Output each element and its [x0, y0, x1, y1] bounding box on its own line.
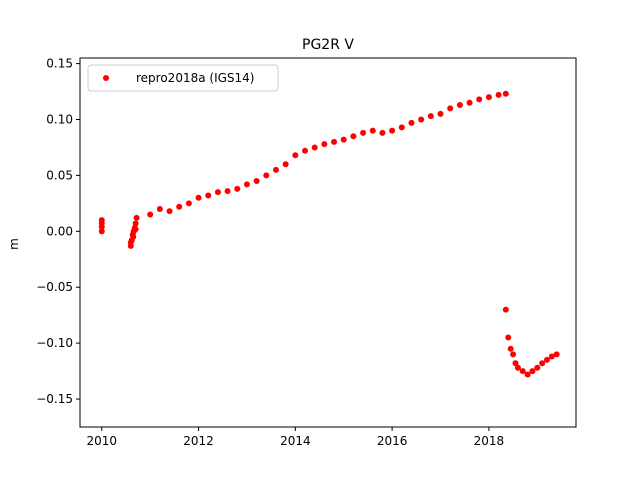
x-tick-label: 2010 [87, 434, 118, 448]
data-point [389, 127, 396, 134]
data-point [485, 94, 492, 101]
data-point [156, 205, 163, 212]
data-point [437, 110, 444, 117]
data-point [502, 90, 509, 97]
legend-label: repro2018a (IGS14) [136, 71, 254, 85]
data-point [263, 172, 270, 179]
x-tick-label: 2012 [183, 434, 214, 448]
y-tick-label: 0.00 [46, 224, 73, 238]
data-point [447, 105, 454, 112]
data-point [133, 214, 140, 221]
legend: repro2018a (IGS14) [87, 64, 279, 92]
data-point [331, 138, 338, 145]
y-tick-label: −0.05 [36, 280, 73, 294]
data-point [553, 351, 560, 358]
legend-box [87, 64, 279, 92]
data-point [272, 166, 279, 173]
data-point [476, 96, 483, 103]
y-tick-label: −0.10 [36, 336, 73, 350]
data-point [360, 129, 367, 136]
data-point [132, 220, 139, 227]
data-point [176, 203, 183, 210]
x-tick-label: 2018 [474, 434, 505, 448]
data-point [495, 91, 502, 98]
y-tick-label: 0.10 [46, 113, 73, 127]
data-point [185, 200, 192, 207]
data-point [502, 306, 509, 313]
x-tick-label: 2016 [377, 434, 408, 448]
data-point [514, 364, 521, 371]
data-point [505, 334, 512, 341]
data-point [243, 181, 250, 188]
data-point [510, 351, 517, 358]
data-point [369, 127, 376, 134]
data-point [418, 116, 425, 123]
x-axis: 2010 2012 2014 2016 2018 [87, 427, 505, 448]
data-point [456, 101, 463, 108]
y-axis-label: m [7, 238, 21, 250]
data-point [132, 226, 139, 233]
data-point [98, 223, 105, 230]
data-point [548, 353, 555, 360]
data-point [529, 368, 536, 375]
y-tick-label: 0.05 [46, 168, 73, 182]
data-point [543, 356, 550, 363]
data-point [512, 360, 519, 367]
legend-marker [103, 75, 109, 81]
data-point [147, 211, 154, 218]
data-point [127, 239, 134, 246]
y-tick-label: 0.15 [46, 57, 73, 71]
data-points-layer [98, 90, 560, 378]
data-point [340, 136, 347, 143]
data-point [350, 133, 357, 140]
data-point [398, 124, 405, 131]
data-point [408, 119, 415, 126]
plot-frame [79, 57, 577, 428]
data-point [427, 113, 434, 120]
data-point [195, 194, 202, 201]
data-point [466, 99, 473, 106]
data-point [98, 228, 105, 235]
chart-title: PG2R V [302, 37, 354, 53]
data-point [534, 364, 541, 371]
data-point [321, 141, 328, 148]
y-tick-label: −0.15 [36, 392, 73, 406]
data-point [214, 189, 221, 196]
data-point [224, 188, 231, 195]
data-point [205, 192, 212, 199]
data-point [130, 233, 137, 240]
data-point [302, 147, 309, 154]
data-point [539, 360, 546, 367]
data-point [524, 371, 531, 378]
data-point [519, 368, 526, 375]
data-point [234, 185, 241, 192]
data-point [507, 345, 514, 352]
data-point [166, 208, 173, 215]
y-axis: −0.15 −0.10 −0.05 0.00 0.05 0.10 0.15 [36, 57, 80, 406]
data-point [282, 161, 289, 168]
data-point [253, 178, 260, 184]
data-point [311, 144, 318, 151]
x-tick-label: 2014 [280, 434, 311, 448]
data-point [292, 152, 299, 159]
data-point [379, 129, 386, 136]
